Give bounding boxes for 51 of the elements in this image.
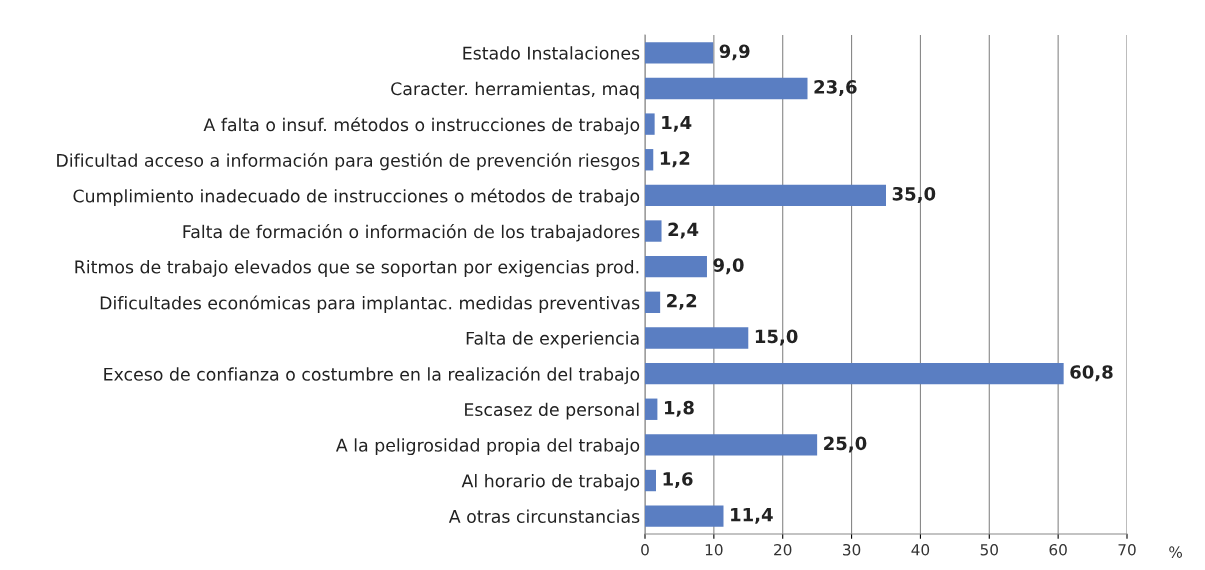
y-tick-label: Falta de experiencia [466,331,639,349]
data-label: 1,6 [663,472,693,489]
y-tick-label: Escasez de personal [465,402,639,420]
y-tick-label: Caracter. herramientas, maq [391,81,639,99]
x-tick-label: 0 [641,543,649,556]
x-axis-title: % [1169,546,1183,558]
y-tick-label: A falta o insuf. métodos o instrucciones de trabajo [203,117,640,135]
x-tick-label: 50 [980,543,998,556]
y-tick-label: Dificultad acceso a información para gestión de prevención riesgos [57,152,640,171]
bar [645,434,818,456]
data-label: 1,8 [664,400,694,417]
bar [645,77,808,100]
data-label: 25,0 [824,436,867,453]
bar [645,362,1064,385]
data-label: 1,4 [662,115,692,132]
data-label: 9,9 [719,44,750,61]
bar [645,113,655,135]
x-tick-label: 40 [911,543,930,556]
data-label: 2,4 [668,222,699,239]
bar [645,220,662,242]
y-tick-label: Ritmos de trabajo elevados que se soportan por exigencias prod. [75,260,639,277]
bar [645,505,724,527]
data-label: 60,8 [1070,365,1113,382]
bar [645,184,886,207]
x-tick-label: 20 [774,543,792,556]
x-tick-label: 10 [705,543,723,556]
y-tick-label: Estado Instalaciones [463,46,640,60]
y-tick-label: Dificultades económicas para implantac. medidas preventivas [100,295,640,313]
data-label: 9,0 [713,258,744,275]
y-tick-label: Falta de formación o información de los trabajadores [183,224,640,242]
bar [645,42,714,64]
data-label: 2,2 [667,293,697,310]
y-tick-label: A la peligrosidad propia del trabajo [335,438,640,456]
y-tick-label: A otras circunstancias [448,509,640,524]
bar [645,327,749,349]
x-tick-label: 30 [843,543,861,556]
data-label: 11,4 [731,508,773,524]
data-label: 15,0 [755,329,798,346]
bar [645,255,707,278]
y-tick-label: Cumplimiento inadecuado de instrucciones o métodos de trabajo [73,188,640,206]
data-label: 35,0 [892,186,936,203]
x-tick-label: 70 [1118,543,1136,556]
bar [645,469,657,492]
y-tick-label: Exceso de confianza o costumbre en la realización del trabajo [104,366,640,385]
bar [645,291,661,314]
bar [645,149,654,171]
x-tick-label: 60 [1049,543,1067,556]
data-label: 1,2 [660,151,690,168]
y-tick-label: Al horario de trabajo [461,473,640,491]
data-label: 23,6 [814,80,857,97]
bar [645,398,658,420]
